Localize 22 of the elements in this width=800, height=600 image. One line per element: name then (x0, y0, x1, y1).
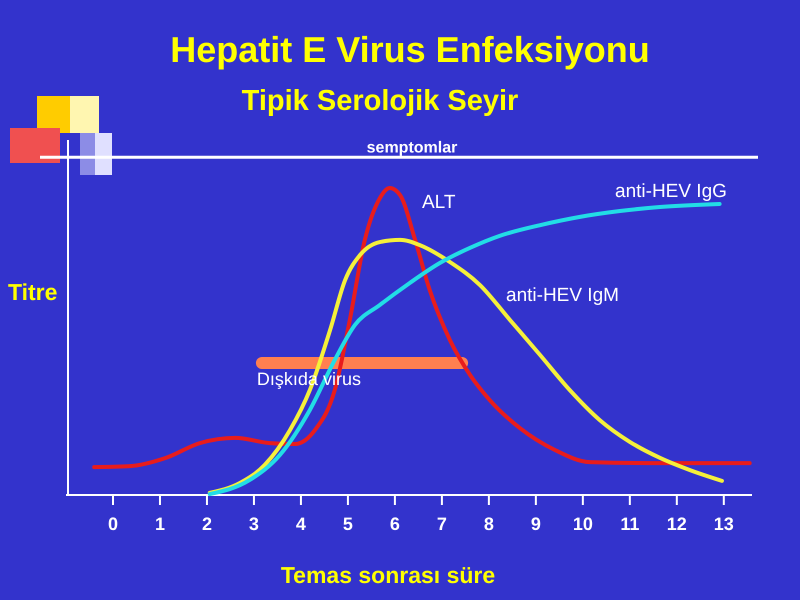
chart-subtitle: Tipik Serolojik Seyir (242, 85, 518, 117)
x-tick-label: 12 (666, 514, 687, 534)
x-tick-label: 11 (620, 514, 640, 534)
x-tick-label: 9 (530, 514, 541, 534)
series-label: anti-HEV IgM (506, 285, 619, 306)
x-tick-label: 2 (202, 514, 212, 534)
x-tick-label: 7 (436, 514, 447, 534)
x-tick-label: 1 (154, 514, 165, 534)
x-axis-title: Temas sonrası süre (280, 562, 496, 588)
series-label: ALT (422, 192, 456, 213)
x-tick-label: 10 (572, 514, 593, 534)
x-tick-label: 6 (390, 514, 400, 534)
series-label: anti-HEV IgG (615, 181, 727, 202)
x-tick-label: 0 (108, 514, 118, 534)
x-tick-label: 5 (342, 514, 353, 534)
ref-line-label: semptomlar (366, 139, 458, 156)
chart-title: Hepatit E Virus Enfeksiyonu (170, 29, 650, 70)
x-tick-label: 13 (714, 514, 734, 534)
x-tick-label: 3 (248, 514, 259, 534)
y-axis-title: Titre (8, 279, 58, 305)
x-tick-label: 8 (484, 514, 494, 534)
x-tick-label: 4 (296, 514, 306, 534)
